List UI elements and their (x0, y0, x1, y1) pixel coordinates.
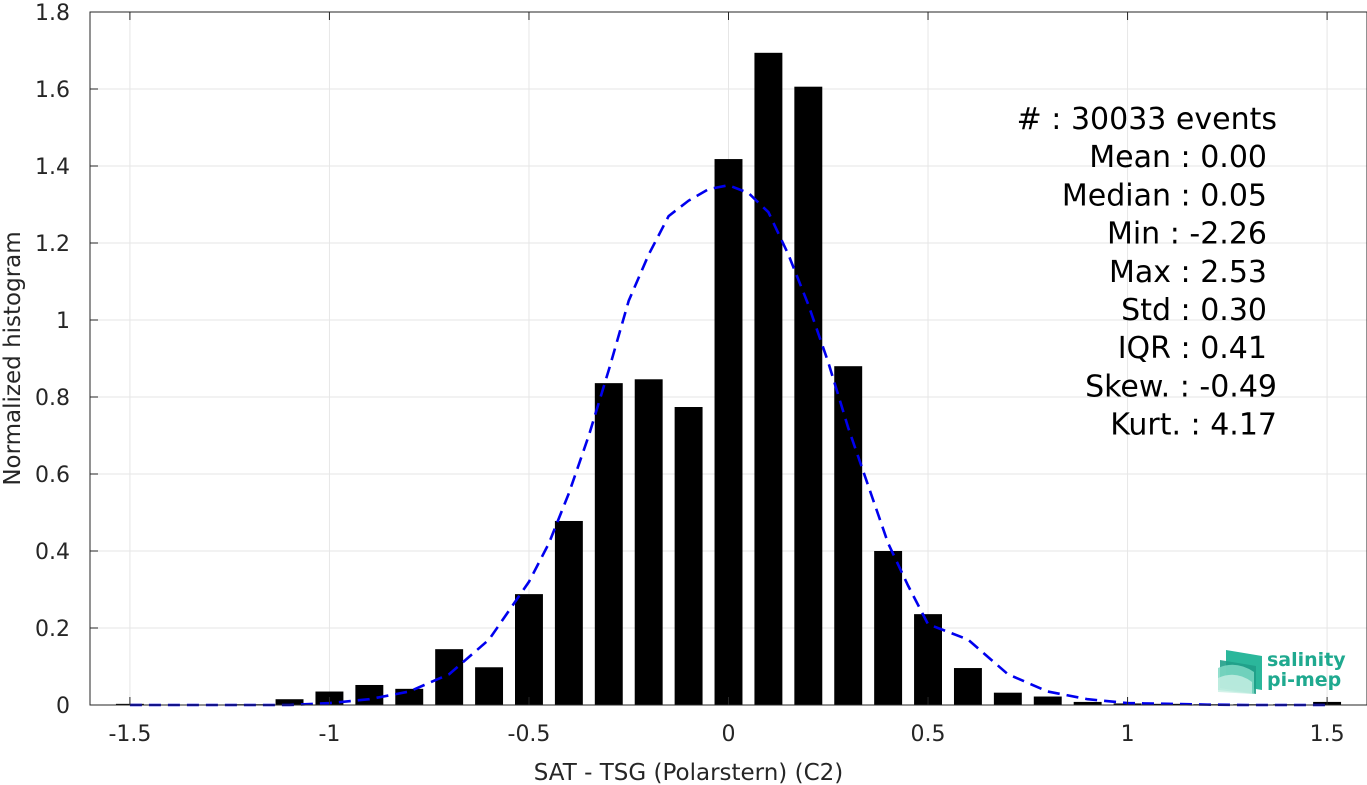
histogram-bar (355, 684, 384, 705)
y-tick-label: 0.6 (35, 463, 70, 488)
logo-text-pi-mep: pi-mep (1267, 669, 1341, 691)
salinity-pi-mep-logo: salinity pi-mep (1218, 649, 1346, 694)
histogram-bar (515, 594, 543, 705)
histogram-bar (395, 688, 424, 705)
histogram-bar (475, 667, 504, 705)
stat-annotation: Kurt. : 4.17 (1110, 408, 1277, 443)
y-tick-label: 0.8 (35, 386, 70, 411)
histogram-bar (993, 692, 1022, 705)
histogram-bar (1073, 701, 1102, 705)
histogram-bar (754, 52, 783, 706)
x-tick-label: 1.5 (1310, 722, 1345, 747)
histogram-bar (874, 551, 903, 705)
y-tick-label: 1.2 (35, 232, 70, 257)
x-tick-label: 1 (1121, 722, 1135, 747)
x-tick-label: 0.5 (911, 722, 946, 747)
histogram-bar (275, 699, 304, 705)
stat-annotation: Skew. : -0.49 (1085, 369, 1277, 404)
stat-annotation: Mean : 0.00 (1089, 140, 1267, 175)
histogram-bar (554, 520, 583, 705)
y-tick-label: 0 (56, 694, 70, 719)
histogram-bar (953, 668, 982, 705)
y-tick-label: 1.6 (35, 78, 70, 103)
x-tick-label: -1 (318, 722, 340, 747)
stat-annotation: Std : 0.30 (1121, 293, 1267, 328)
x-tick-label: 0 (722, 722, 736, 747)
stat-annotation: Min : -2.26 (1107, 217, 1267, 252)
histogram-bar (634, 379, 663, 705)
histogram-bars (115, 52, 1342, 706)
histogram-bar (794, 86, 823, 705)
y-axis-title: Normalized histogram (0, 231, 26, 485)
y-tick-label: 1.4 (35, 155, 70, 180)
x-axis-ticks: -1.5 -1 -0.5 0 0.5 1 1.5 (108, 12, 1345, 747)
logo-text-salinity: salinity (1267, 649, 1346, 671)
stat-annotation: # : 30033 events (1017, 102, 1277, 137)
logo-mark-icon (1218, 650, 1262, 694)
histogram-bar (674, 407, 703, 705)
y-tick-label: 0.2 (35, 617, 70, 642)
histogram-bar (714, 159, 743, 705)
x-axis-title: SAT - TSG (Polarstern) (C2) (534, 760, 843, 785)
y-tick-label: 0.4 (35, 540, 70, 565)
y-tick-label: 1 (56, 309, 70, 334)
stat-annotation: IQR : 0.41 (1118, 331, 1267, 366)
histogram-bar (1033, 696, 1062, 705)
y-tick-label: 1.8 (35, 1, 70, 26)
y-axis-ticks: 0 0.2 0.4 0.6 0.8 1 1.2 1.4 1.6 1.8 (35, 1, 98, 719)
stat-annotation: Median : 0.05 (1062, 178, 1267, 213)
histogram-bar (834, 366, 863, 705)
x-tick-label: -1.5 (108, 722, 151, 747)
stat-annotation: Max : 2.53 (1109, 255, 1267, 290)
normal-fit-curve (129, 183, 1328, 707)
x-tick-label: -0.5 (508, 722, 551, 747)
histogram-bar (914, 614, 942, 705)
histogram-bar (594, 383, 623, 705)
